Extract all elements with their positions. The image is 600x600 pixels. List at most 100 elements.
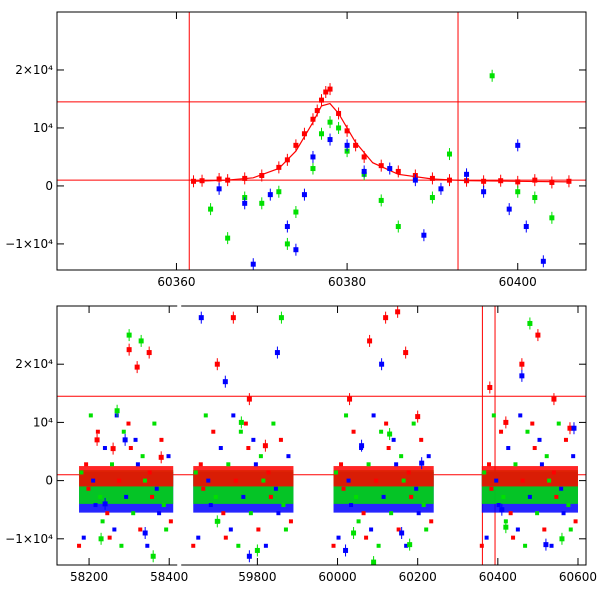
data-point [343,547,349,553]
data-point [366,462,371,467]
data-point [284,241,290,247]
data-point [556,421,561,426]
x-tick-label: 60600 [559,570,597,584]
data-point [246,396,252,402]
data-point [515,527,520,532]
data-point [91,478,96,483]
data-point [94,437,100,443]
data-point [489,486,494,491]
data-point [535,511,540,516]
data-point [81,535,86,540]
data-point [98,494,103,499]
data-point [429,195,435,201]
data-point [211,429,216,434]
data-point [346,478,351,483]
data-point [549,543,554,548]
data-point [201,486,206,491]
data-point [79,470,84,475]
data-point [225,177,231,183]
data-point [206,478,211,483]
data-point [551,470,556,475]
data-point [334,470,339,475]
data-point [283,527,288,532]
data-point [218,446,223,451]
data-point [551,396,557,402]
x-tick-label: 58400 [150,570,188,584]
data-point [421,232,427,238]
data-point [399,454,404,459]
data-point [102,446,107,451]
data-point [161,503,166,508]
data-point [530,421,535,426]
data-point [404,543,409,548]
data-point [284,224,290,230]
plot-area [57,306,586,565]
data-point [384,421,389,426]
data-point [77,543,82,548]
data-point [549,179,555,185]
data-point [110,446,116,452]
data-point [331,543,336,548]
data-point [506,446,511,451]
data-point [341,486,346,491]
data-point [319,97,324,103]
data-point [540,258,546,264]
data-point [133,437,138,442]
data-point [168,519,173,524]
data-point [191,178,197,184]
data-point [327,86,333,92]
data-point [199,178,205,184]
data-point [86,486,91,491]
data-point [412,177,418,183]
data-point [407,542,413,548]
x-tick-label: 59800 [238,570,276,584]
data-point [278,437,283,442]
data-point [515,142,521,148]
data-point [344,413,349,418]
data-point [554,494,559,499]
data-point [263,543,268,548]
data-point [389,511,394,516]
data-point [262,443,268,449]
data-point [286,454,291,459]
data-point [336,110,342,116]
data-point [438,186,444,192]
data-point [146,350,152,356]
data-point [395,309,401,315]
data-point [359,443,365,449]
data-point [100,519,105,524]
y-tick-label: −1×10⁴ [5,237,53,251]
data-point [154,486,159,491]
data-point [301,131,307,137]
data-point [327,119,333,125]
data-point [93,503,98,508]
x-tick-label: 60380 [328,275,366,289]
data-point [479,543,484,548]
data-point [95,429,100,434]
data-point [544,454,549,459]
data-point [351,530,357,536]
data-point [310,166,316,172]
data-point [411,421,416,426]
data-point [491,413,496,418]
data-point [236,543,241,548]
data-point [371,413,376,418]
data-point [152,421,157,426]
data-point [499,429,504,434]
data-point [198,315,204,321]
data-point [464,171,470,177]
data-point [126,332,132,338]
data-point [519,373,525,379]
data-point [399,530,405,536]
x-tick-label: 60400 [499,275,537,289]
y-tick-label: 10⁴ [33,121,53,135]
data-point [489,73,495,79]
data-point [128,446,133,451]
dense-data-band [79,466,174,487]
data-point [381,494,386,499]
data-point [293,142,299,148]
data-point [246,446,251,451]
data-point [523,543,528,548]
data-point [319,131,324,137]
